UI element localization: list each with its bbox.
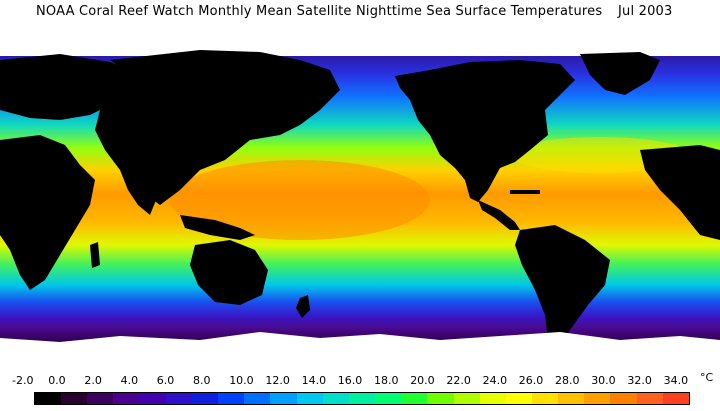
- colorbar-cell: [270, 393, 297, 404]
- colorbar-tick-label: 10.0: [229, 374, 254, 387]
- colorbar-tick-label: 22.0: [446, 374, 471, 387]
- colorbar-tick-label: 0.0: [48, 374, 66, 387]
- colorbar-cell: [558, 393, 585, 404]
- asia: [95, 50, 340, 205]
- colorbar-tick-label: 2.0: [84, 374, 102, 387]
- colorbar-cell: [453, 393, 480, 404]
- colorbar-cell: [636, 393, 663, 404]
- colorbar-cell: [191, 393, 219, 404]
- colorbar-tick-label: 32.0: [627, 374, 652, 387]
- colorbar-cell: [322, 393, 349, 404]
- new-zealand: [296, 295, 310, 318]
- caribbean-islands: [510, 190, 540, 194]
- temperature-colorbar: [34, 392, 690, 405]
- antarctic-ice: [0, 332, 720, 370]
- colorbar-unit: °C: [700, 371, 714, 384]
- colorbar-tick-label: 34.0: [663, 374, 689, 387]
- colorbar-cell: [531, 393, 559, 404]
- colorbar-tick-label: 18.0: [374, 374, 399, 387]
- colorbar-tick-label: 28.0: [555, 374, 580, 387]
- colorbar-tick-label: 8.0: [193, 374, 211, 387]
- title-text: NOAA Coral Reef Watch Monthly Mean Satel…: [36, 4, 603, 19]
- central-america: [478, 200, 520, 230]
- colorbar-tick-label: 6.0: [156, 374, 175, 387]
- colorbar-tick-label: 4.0: [120, 374, 139, 387]
- europe: [0, 54, 140, 120]
- colorbar-tick-labels: -2.0 0.0 2.0 4.0 6.0 8.0 10.0 12.0 14.0 16.0 18.0 2…: [0, 374, 720, 390]
- colorbar-cell: [244, 393, 271, 404]
- colorbar-cell: [505, 393, 532, 404]
- colorbar-cell: [296, 393, 323, 404]
- colorbar-cell: [662, 393, 689, 404]
- india: [120, 168, 160, 215]
- warm-pool: [170, 160, 430, 240]
- colorbar-cell: [375, 393, 402, 404]
- colorbar-cell: [610, 393, 637, 404]
- colorbar-cell: [61, 393, 88, 404]
- colorbar-tick-label: 24.0: [482, 374, 508, 387]
- colorbar-tick-label: 12.0: [265, 374, 290, 387]
- colorbar-tick-label: 16.0: [337, 374, 363, 387]
- colorbar-tick-label: 14.0: [301, 374, 327, 387]
- colorbar-cell: [479, 393, 506, 404]
- sea-surface-temperature-map: [0, 40, 720, 370]
- colorbar-tick-label: -2.0: [12, 374, 34, 387]
- arctic-ice: [0, 40, 720, 58]
- colorbar-cell: [427, 393, 454, 404]
- figure-title: NOAA Coral Reef Watch Monthly Mean Satel…: [0, 0, 720, 40]
- colorbar-cell: [113, 393, 140, 404]
- colorbar-cell: [87, 393, 114, 404]
- colorbar-cell: [165, 393, 192, 404]
- title-date: Jul 2003: [618, 4, 673, 19]
- colorbar-cell: [35, 393, 62, 404]
- japan: [228, 120, 248, 150]
- colorbar-tick-label: 30.0: [591, 374, 616, 387]
- colorbar-cell: [218, 393, 245, 404]
- madagascar: [90, 242, 100, 268]
- north-america: [395, 60, 575, 202]
- africa: [0, 135, 95, 290]
- australia: [190, 240, 268, 305]
- colorbar-tick-label: 26.0: [518, 374, 544, 387]
- greenland: [580, 52, 660, 95]
- colorbar-cell: [584, 393, 611, 404]
- south-america: [515, 225, 610, 345]
- colorbar-tick-label: 20.0: [410, 374, 435, 387]
- colorbar-cell: [401, 393, 428, 404]
- west-africa: [640, 145, 720, 240]
- indonesia: [180, 215, 255, 240]
- colorbar-cell: [348, 393, 376, 404]
- colorbar-cell: [139, 393, 166, 404]
